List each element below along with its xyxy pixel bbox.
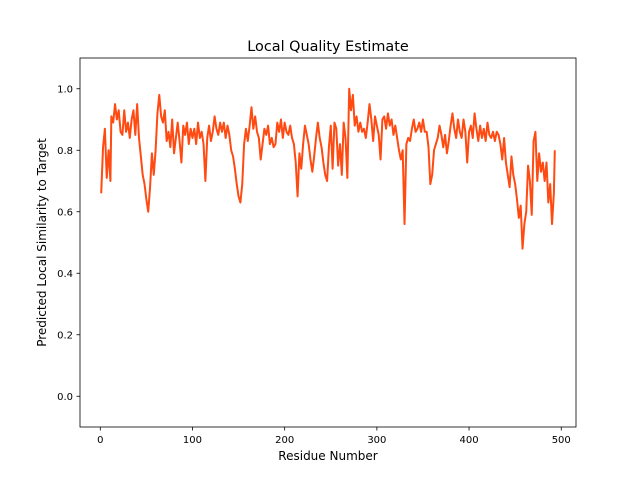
x-tick-label: 200 xyxy=(275,435,294,446)
x-tick-label: 400 xyxy=(460,435,479,446)
y-axis-label: Predicted Local Similarity to Target xyxy=(35,138,49,347)
plot-area xyxy=(100,87,556,250)
y-tick-label: 0.4 xyxy=(57,269,73,280)
y-tick-label: 1.0 xyxy=(57,84,73,95)
y-tick-label: 0.6 xyxy=(57,207,73,218)
y-tick-label: 0.8 xyxy=(57,146,73,157)
x-tick-label: 100 xyxy=(183,435,202,446)
chart-title: Local Quality Estimate xyxy=(247,39,409,55)
y-axis: 0.0 0.2 0.4 0.6 0.8 1.0 xyxy=(57,84,80,403)
series-line xyxy=(100,87,556,250)
x-tick-label: 500 xyxy=(552,435,571,446)
x-tick-label: 0 xyxy=(97,435,103,446)
y-tick-label: 0.2 xyxy=(57,330,73,341)
axes-frame xyxy=(79,57,577,428)
y-tick-label: 0.0 xyxy=(57,392,73,403)
x-tick-label: 300 xyxy=(367,435,386,446)
x-axis-label: Residue Number xyxy=(278,449,377,463)
x-axis: 0 100 200 300 400 500 xyxy=(97,427,571,446)
